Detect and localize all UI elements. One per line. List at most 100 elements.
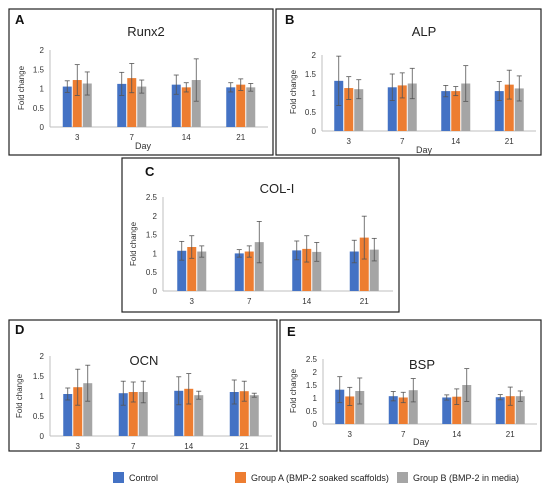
bar <box>127 78 137 127</box>
bar <box>504 84 514 131</box>
y-tick-label: 0 <box>312 127 317 136</box>
chart-title: COL-I <box>260 181 295 196</box>
bar <box>187 247 197 291</box>
x-tick-label: 7 <box>131 442 136 451</box>
bar <box>397 85 407 131</box>
x-tick-label: 3 <box>348 430 353 439</box>
y-tick-label: 2 <box>40 46 45 55</box>
bar <box>349 251 359 291</box>
panel-letter: E <box>287 324 296 339</box>
bar <box>344 88 354 131</box>
bar <box>194 395 204 436</box>
bar <box>197 251 207 291</box>
panel-letter: A <box>15 12 25 27</box>
x-tick-label: 3 <box>347 137 352 146</box>
bar <box>359 237 369 291</box>
panel-frame <box>8 8 274 156</box>
bar <box>171 84 181 127</box>
x-tick-label: 14 <box>452 430 461 439</box>
bar <box>229 392 239 436</box>
bar <box>246 87 256 127</box>
bar <box>62 86 72 127</box>
bar <box>73 387 83 436</box>
bar <box>184 388 194 436</box>
bar <box>244 251 254 291</box>
legend-label: Group A (BMP-2 soaked scaffolds) <box>251 473 389 483</box>
bar <box>387 87 397 131</box>
panel-letter: C <box>145 164 155 179</box>
bar <box>249 395 259 436</box>
x-tick-label: 14 <box>302 297 311 306</box>
bar <box>174 390 184 436</box>
bar <box>302 248 312 291</box>
bar <box>72 80 82 127</box>
y-tick-label: 0.5 <box>305 108 317 117</box>
bar <box>515 396 525 424</box>
y-tick-label: 1.5 <box>146 231 158 240</box>
y-tick-label: 0 <box>313 420 318 429</box>
legend-label: Group B (BMP-2 in media) <box>413 473 519 483</box>
bar <box>369 249 379 291</box>
x-tick-label: 3 <box>76 442 81 451</box>
bar <box>292 250 302 291</box>
x-tick-label: 21 <box>505 137 514 146</box>
y-tick-label: 0.5 <box>306 407 318 416</box>
bar <box>128 392 138 436</box>
x-tick-label: 21 <box>236 133 245 142</box>
panel-letter: B <box>285 12 294 27</box>
bar <box>83 383 93 436</box>
bar <box>494 91 504 131</box>
y-axis-label: Fold change <box>289 368 298 413</box>
x-tick-label: 7 <box>130 133 135 142</box>
chart-title: OCN <box>130 353 159 368</box>
y-tick-label: 2 <box>40 352 45 361</box>
x-tick-label: 7 <box>247 297 252 306</box>
y-tick-label: 1 <box>313 394 318 403</box>
panel-d: D OCN Fold change 0 0.5 1 1.5 2 3 7 14 21 <box>8 319 278 452</box>
y-tick-label: 0 <box>40 432 45 441</box>
bar <box>452 396 462 424</box>
y-tick-label: 0.5 <box>33 412 45 421</box>
bar <box>451 91 461 131</box>
bar <box>254 242 264 291</box>
bar <box>407 83 417 131</box>
y-axis-label: Fold change <box>15 373 24 418</box>
x-axis-label: Day <box>413 437 430 447</box>
x-axis-label: Day <box>135 141 152 151</box>
bar <box>239 391 249 436</box>
bar <box>345 396 355 424</box>
bar <box>312 251 322 291</box>
chart-title: ALP <box>412 24 437 39</box>
bar <box>505 396 515 424</box>
legend-label: Control <box>129 473 158 483</box>
y-tick-label: 1.5 <box>305 70 317 79</box>
bar <box>441 91 451 131</box>
legend-swatch <box>397 472 408 483</box>
x-tick-label: 14 <box>451 137 460 146</box>
y-tick-label: 1 <box>153 249 158 258</box>
y-tick-label: 2.5 <box>306 355 318 364</box>
chart-title: BSP <box>409 357 435 372</box>
x-tick-label: 7 <box>400 137 405 146</box>
bar <box>398 397 408 424</box>
bar <box>495 397 505 424</box>
bar <box>234 253 244 291</box>
bar <box>138 392 148 436</box>
bar <box>177 250 187 291</box>
y-tick-label: 2 <box>312 51 317 60</box>
x-tick-label: 21 <box>360 297 369 306</box>
y-axis-label: Fold change <box>129 221 138 266</box>
bar <box>117 83 127 127</box>
bar <box>355 390 365 424</box>
x-tick-label: 21 <box>506 430 515 439</box>
bar <box>191 80 201 127</box>
x-tick-label: 7 <box>401 430 406 439</box>
legend: Control Group A (BMP-2 soaked scaffolds) G… <box>113 472 519 483</box>
chart-title: Runx2 <box>127 24 165 39</box>
y-tick-label: 1.5 <box>33 65 45 74</box>
legend-swatch <box>235 472 246 483</box>
legend-swatch <box>113 472 124 483</box>
bar <box>118 393 128 436</box>
bar <box>236 84 246 127</box>
